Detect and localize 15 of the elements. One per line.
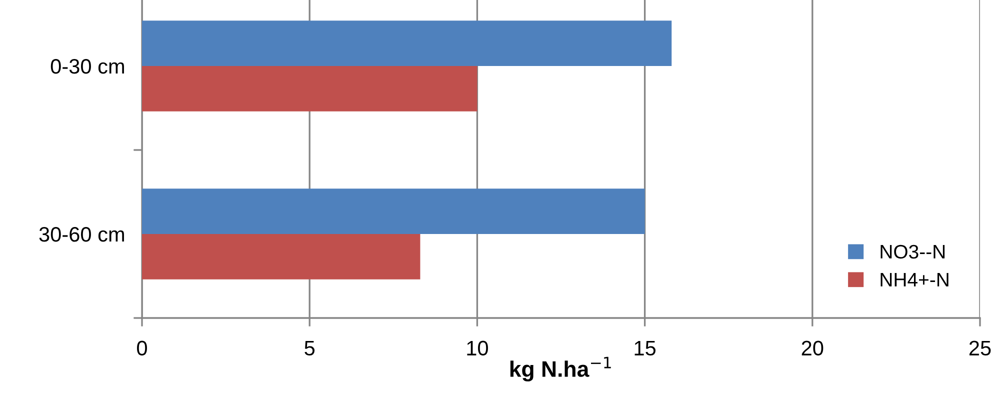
x-tick-label: 15: [634, 340, 656, 356]
y-tick-label: 30-60 cm: [39, 227, 124, 242]
bar: [142, 234, 420, 280]
x-tick-label: 5: [304, 340, 315, 356]
x-tick-label: 10: [467, 340, 488, 356]
x-tick-label: 20: [802, 340, 824, 356]
x-axis-title: kg N.ha$^{−1}$: [510, 356, 611, 382]
bar: [142, 66, 478, 112]
y-tick-label: 0-30 cm: [50, 59, 124, 74]
x-tick-label: 25: [969, 340, 991, 356]
x-tick-label: 0: [137, 340, 147, 356]
bar: [142, 188, 645, 234]
legend-label: NH4+-N: [880, 273, 948, 286]
bar: [142, 20, 672, 66]
legend-label: NO3--N: [880, 244, 945, 259]
